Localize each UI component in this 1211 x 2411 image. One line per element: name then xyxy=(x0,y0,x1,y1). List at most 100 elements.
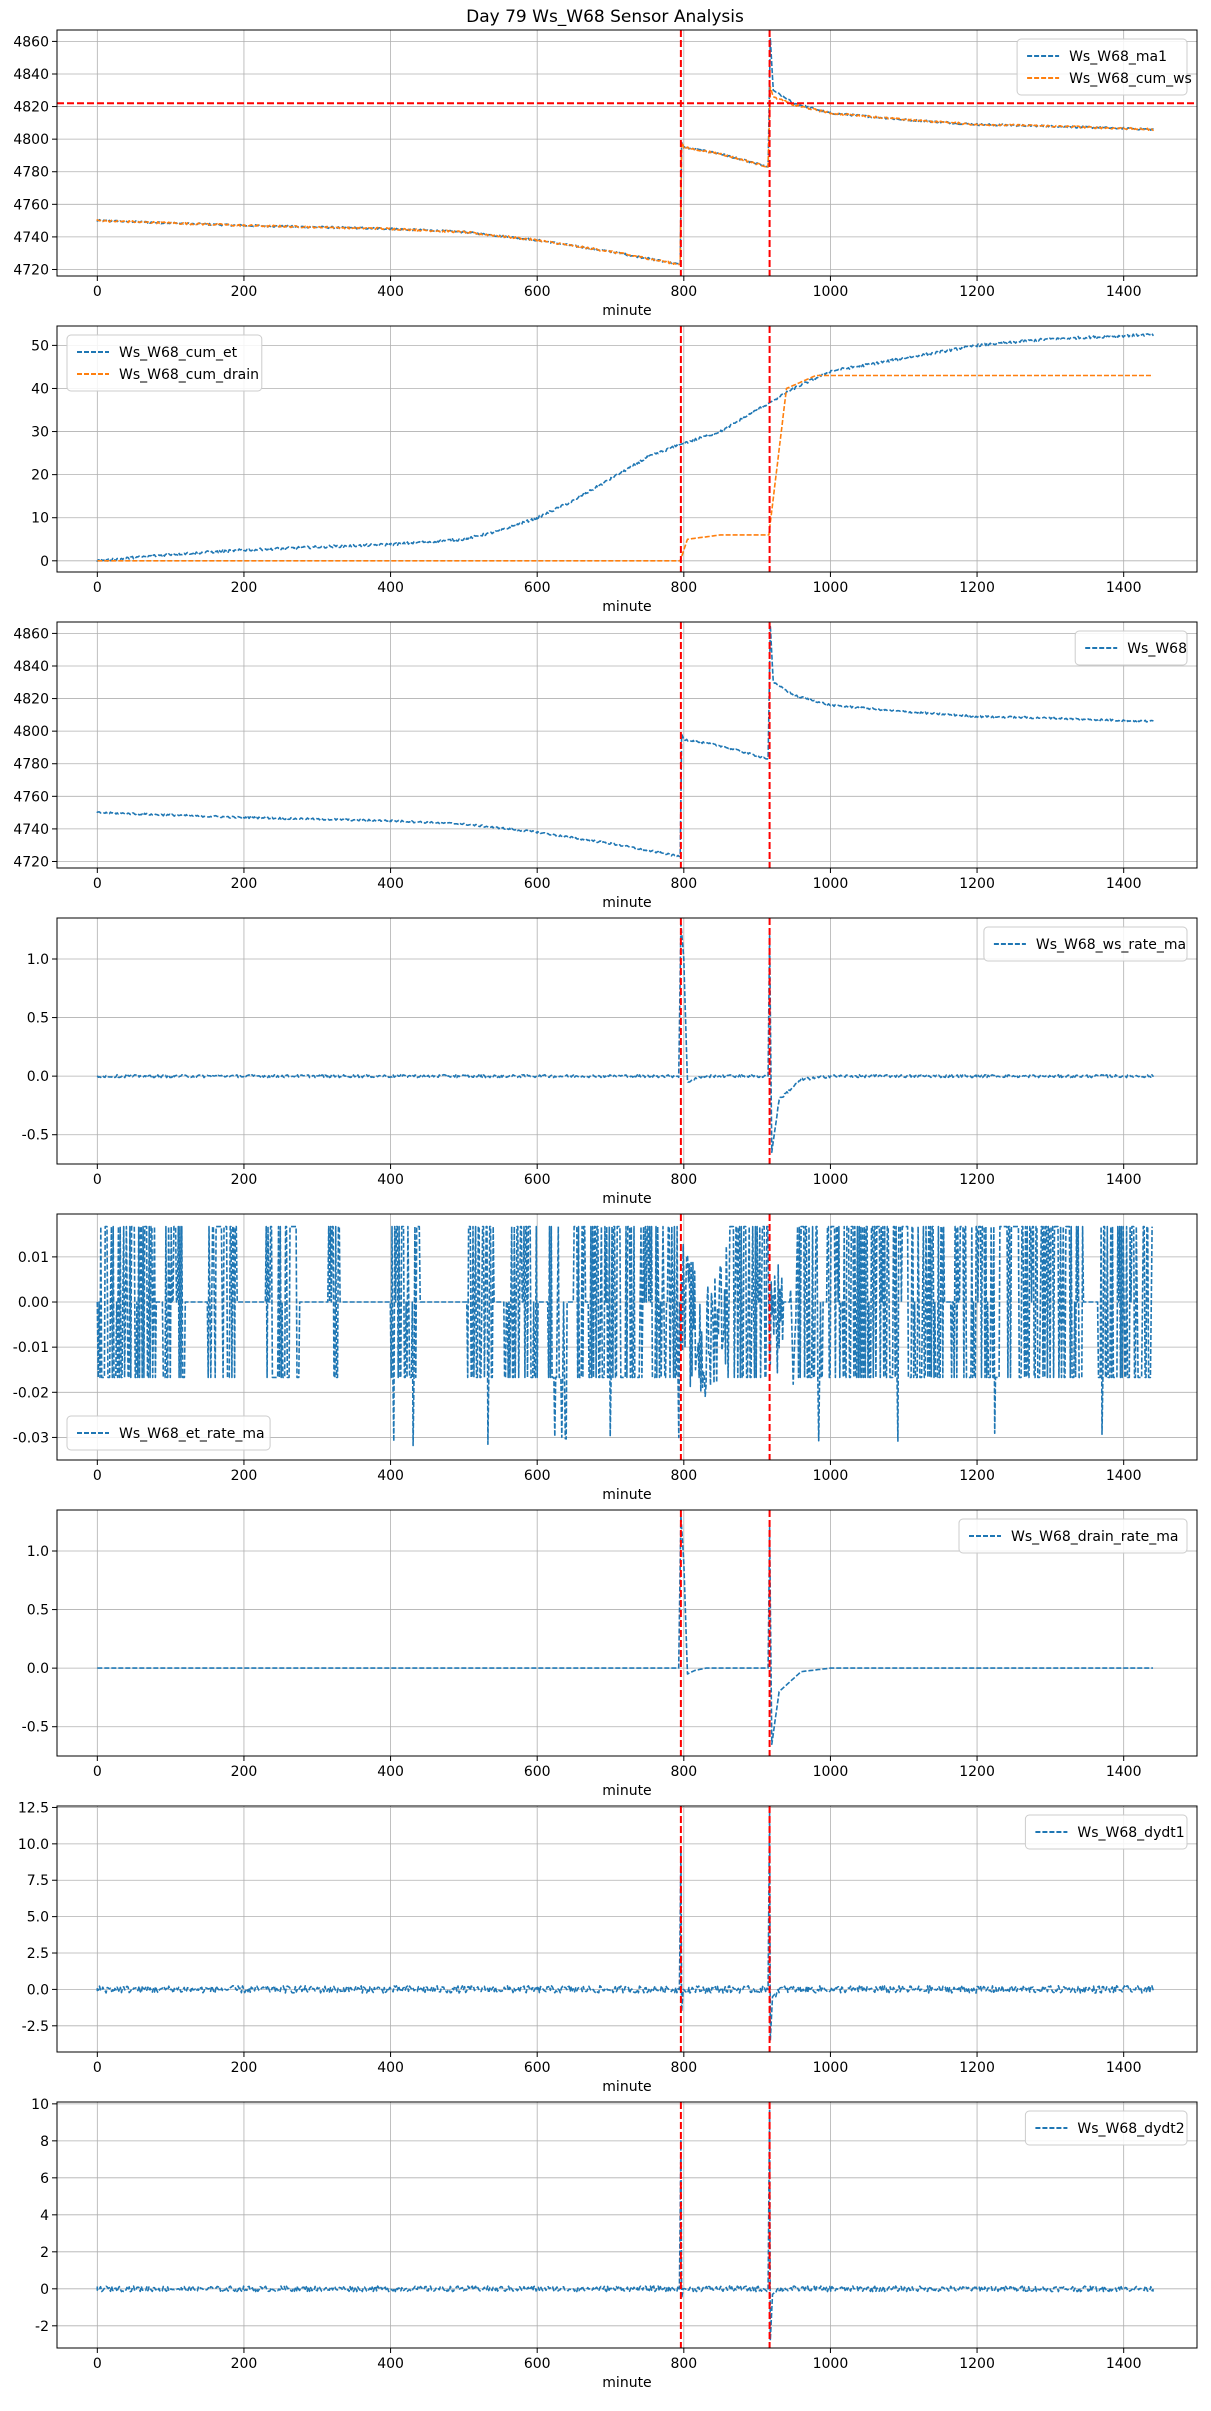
y-tick-label: 4820 xyxy=(13,100,49,116)
legend: Ws_W68_dydt2 xyxy=(1024,2110,1188,2146)
y-tick-label: 5.0 xyxy=(27,1910,49,1926)
y-tick-label: 4740 xyxy=(13,822,49,838)
x-tick-label: 800 xyxy=(670,1764,697,1780)
plot-area xyxy=(96,1806,1154,2052)
y-tick-label: -0.02 xyxy=(13,1385,49,1401)
x-tick-label: 200 xyxy=(231,284,258,300)
x-axis-label: minute xyxy=(602,1783,651,1799)
x-tick-label: 600 xyxy=(524,1764,551,1780)
y-tick-label: -2 xyxy=(35,2319,49,2335)
legend: Ws_W68_ws_rate_ma xyxy=(983,926,1188,962)
x-tick-label: 1000 xyxy=(813,1172,849,1188)
y-tick-label: 8 xyxy=(40,2134,49,2150)
y-tick-label: 0.01 xyxy=(18,1250,49,1266)
x-tick-label: 600 xyxy=(524,580,551,596)
x-tick-label: 600 xyxy=(524,1172,551,1188)
x-tick-label: 0 xyxy=(93,2356,102,2372)
x-tick-label: 1400 xyxy=(1106,876,1142,892)
series-line-Ws_W68_dydt1 xyxy=(96,1809,1154,2042)
axes-frame xyxy=(56,1805,1198,2053)
y-tick-label: 40 xyxy=(31,381,49,397)
x-tick-label: 1200 xyxy=(959,1764,995,1780)
y-tick-label: 6 xyxy=(40,2171,49,2187)
y-tick-label: 10 xyxy=(31,2097,49,2113)
plot-area xyxy=(57,30,1197,276)
y-tick-label: 4780 xyxy=(13,165,49,181)
x-tick-label: 1400 xyxy=(1106,1468,1142,1484)
y-tick-label: 4 xyxy=(40,2208,49,2224)
x-tick-label: 0 xyxy=(93,1172,102,1188)
legend-box xyxy=(66,1415,271,1451)
y-tick-label: 0.0 xyxy=(27,1982,49,1998)
x-tick-label: 0 xyxy=(93,1468,102,1484)
series-line-Ws_W68_cum_et xyxy=(96,332,1154,563)
x-tick-label: 1200 xyxy=(959,1172,995,1188)
x-tick-label: 1400 xyxy=(1106,284,1142,300)
y-tick-label: 4820 xyxy=(13,692,49,708)
x-tick-label: 200 xyxy=(231,1172,258,1188)
x-tick-label: 200 xyxy=(231,2060,258,2076)
legend-label: Ws_W68_dydt1 xyxy=(1077,1825,1184,1841)
y-tick-label: 0.5 xyxy=(27,1011,49,1027)
x-tick-label: 600 xyxy=(524,1468,551,1484)
x-tick-label: 1000 xyxy=(813,284,849,300)
y-tick-label: 20 xyxy=(31,468,49,484)
x-tick-label: 1200 xyxy=(959,284,995,300)
series-line-Ws_W68_et_rate_ma xyxy=(96,1225,1153,1447)
x-tick-label: 0 xyxy=(93,876,102,892)
x-tick-label: 200 xyxy=(231,1468,258,1484)
x-tick-label: 1000 xyxy=(813,580,849,596)
legend-label: Ws_W68 xyxy=(1127,641,1187,657)
x-tick-label: 600 xyxy=(524,2060,551,2076)
y-tick-label: 4840 xyxy=(13,659,49,675)
x-tick-label: 0 xyxy=(93,2060,102,2076)
y-tick-label: 50 xyxy=(31,338,49,354)
series-line-Ws_W68_dydt2 xyxy=(96,2108,1154,2342)
x-tick-label: 800 xyxy=(670,284,697,300)
axes-frame xyxy=(56,29,1198,277)
y-tick-label: 4740 xyxy=(13,230,49,246)
y-tick-label: 4720 xyxy=(13,854,49,870)
legend-label: Ws_W68_cum_ws xyxy=(1069,71,1192,87)
legend-label: Ws_W68_ma1 xyxy=(1069,49,1167,65)
y-tick-label: -0.01 xyxy=(13,1340,49,1356)
y-tick-label: 12.5 xyxy=(18,1800,49,1816)
x-tick-label: 1400 xyxy=(1106,2060,1142,2076)
y-tick-label: 4760 xyxy=(13,789,49,805)
x-tick-label: 1200 xyxy=(959,876,995,892)
x-tick-label: 1200 xyxy=(959,2060,995,2076)
series-line-Ws_W68_cum_ws xyxy=(96,86,1154,266)
x-tick-label: 400 xyxy=(377,876,404,892)
x-axis-label: minute xyxy=(602,1487,651,1503)
x-tick-label: 0 xyxy=(93,1764,102,1780)
axes-frame xyxy=(56,325,1198,573)
series-line-Ws_W68_cum_drain xyxy=(97,374,1153,562)
axes-frame xyxy=(56,917,1198,1165)
y-tick-label: 0 xyxy=(40,2282,49,2298)
x-tick-label: 400 xyxy=(377,284,404,300)
legend-box xyxy=(66,334,263,392)
y-tick-label: 1.0 xyxy=(27,952,49,968)
x-tick-label: 400 xyxy=(377,2060,404,2076)
chart-panel-7: 0 200 400 600 800 1000 1200 1400 -2.5 0.0 2.5 5.0 7.… xyxy=(18,1800,1198,2095)
axes-frame xyxy=(56,1213,1198,1461)
legend-box xyxy=(983,926,1188,962)
y-tick-label: 2.5 xyxy=(27,1946,49,1962)
series-line-Ws_W68 xyxy=(96,624,1154,858)
chart-panel-3: 0 200 400 600 800 1000 1200 1400 4720 4740 4760 478… xyxy=(13,621,1198,911)
legend-label: Ws_W68_et_rate_ma xyxy=(119,1426,265,1442)
figure-title: Day 79 Ws_W68 Sensor Analysis xyxy=(466,7,744,27)
x-tick-label: 1000 xyxy=(813,1468,849,1484)
x-axis-label: minute xyxy=(602,2079,651,2095)
chart-panel-1: 0 200 400 600 800 1000 1200 1400 4720 4740 4760 478… xyxy=(13,29,1198,319)
plot-area xyxy=(96,918,1154,1164)
y-tick-label: 1.0 xyxy=(27,1544,49,1560)
plot-area xyxy=(96,2102,1154,2348)
y-tick-label: 4780 xyxy=(13,757,49,773)
y-tick-label: 4840 xyxy=(13,67,49,83)
series-line-Ws_W68_ws_rate_ma xyxy=(96,923,1154,1154)
x-tick-label: 400 xyxy=(377,1468,404,1484)
x-tick-label: 1000 xyxy=(813,2060,849,2076)
y-tick-label: 30 xyxy=(31,425,49,441)
